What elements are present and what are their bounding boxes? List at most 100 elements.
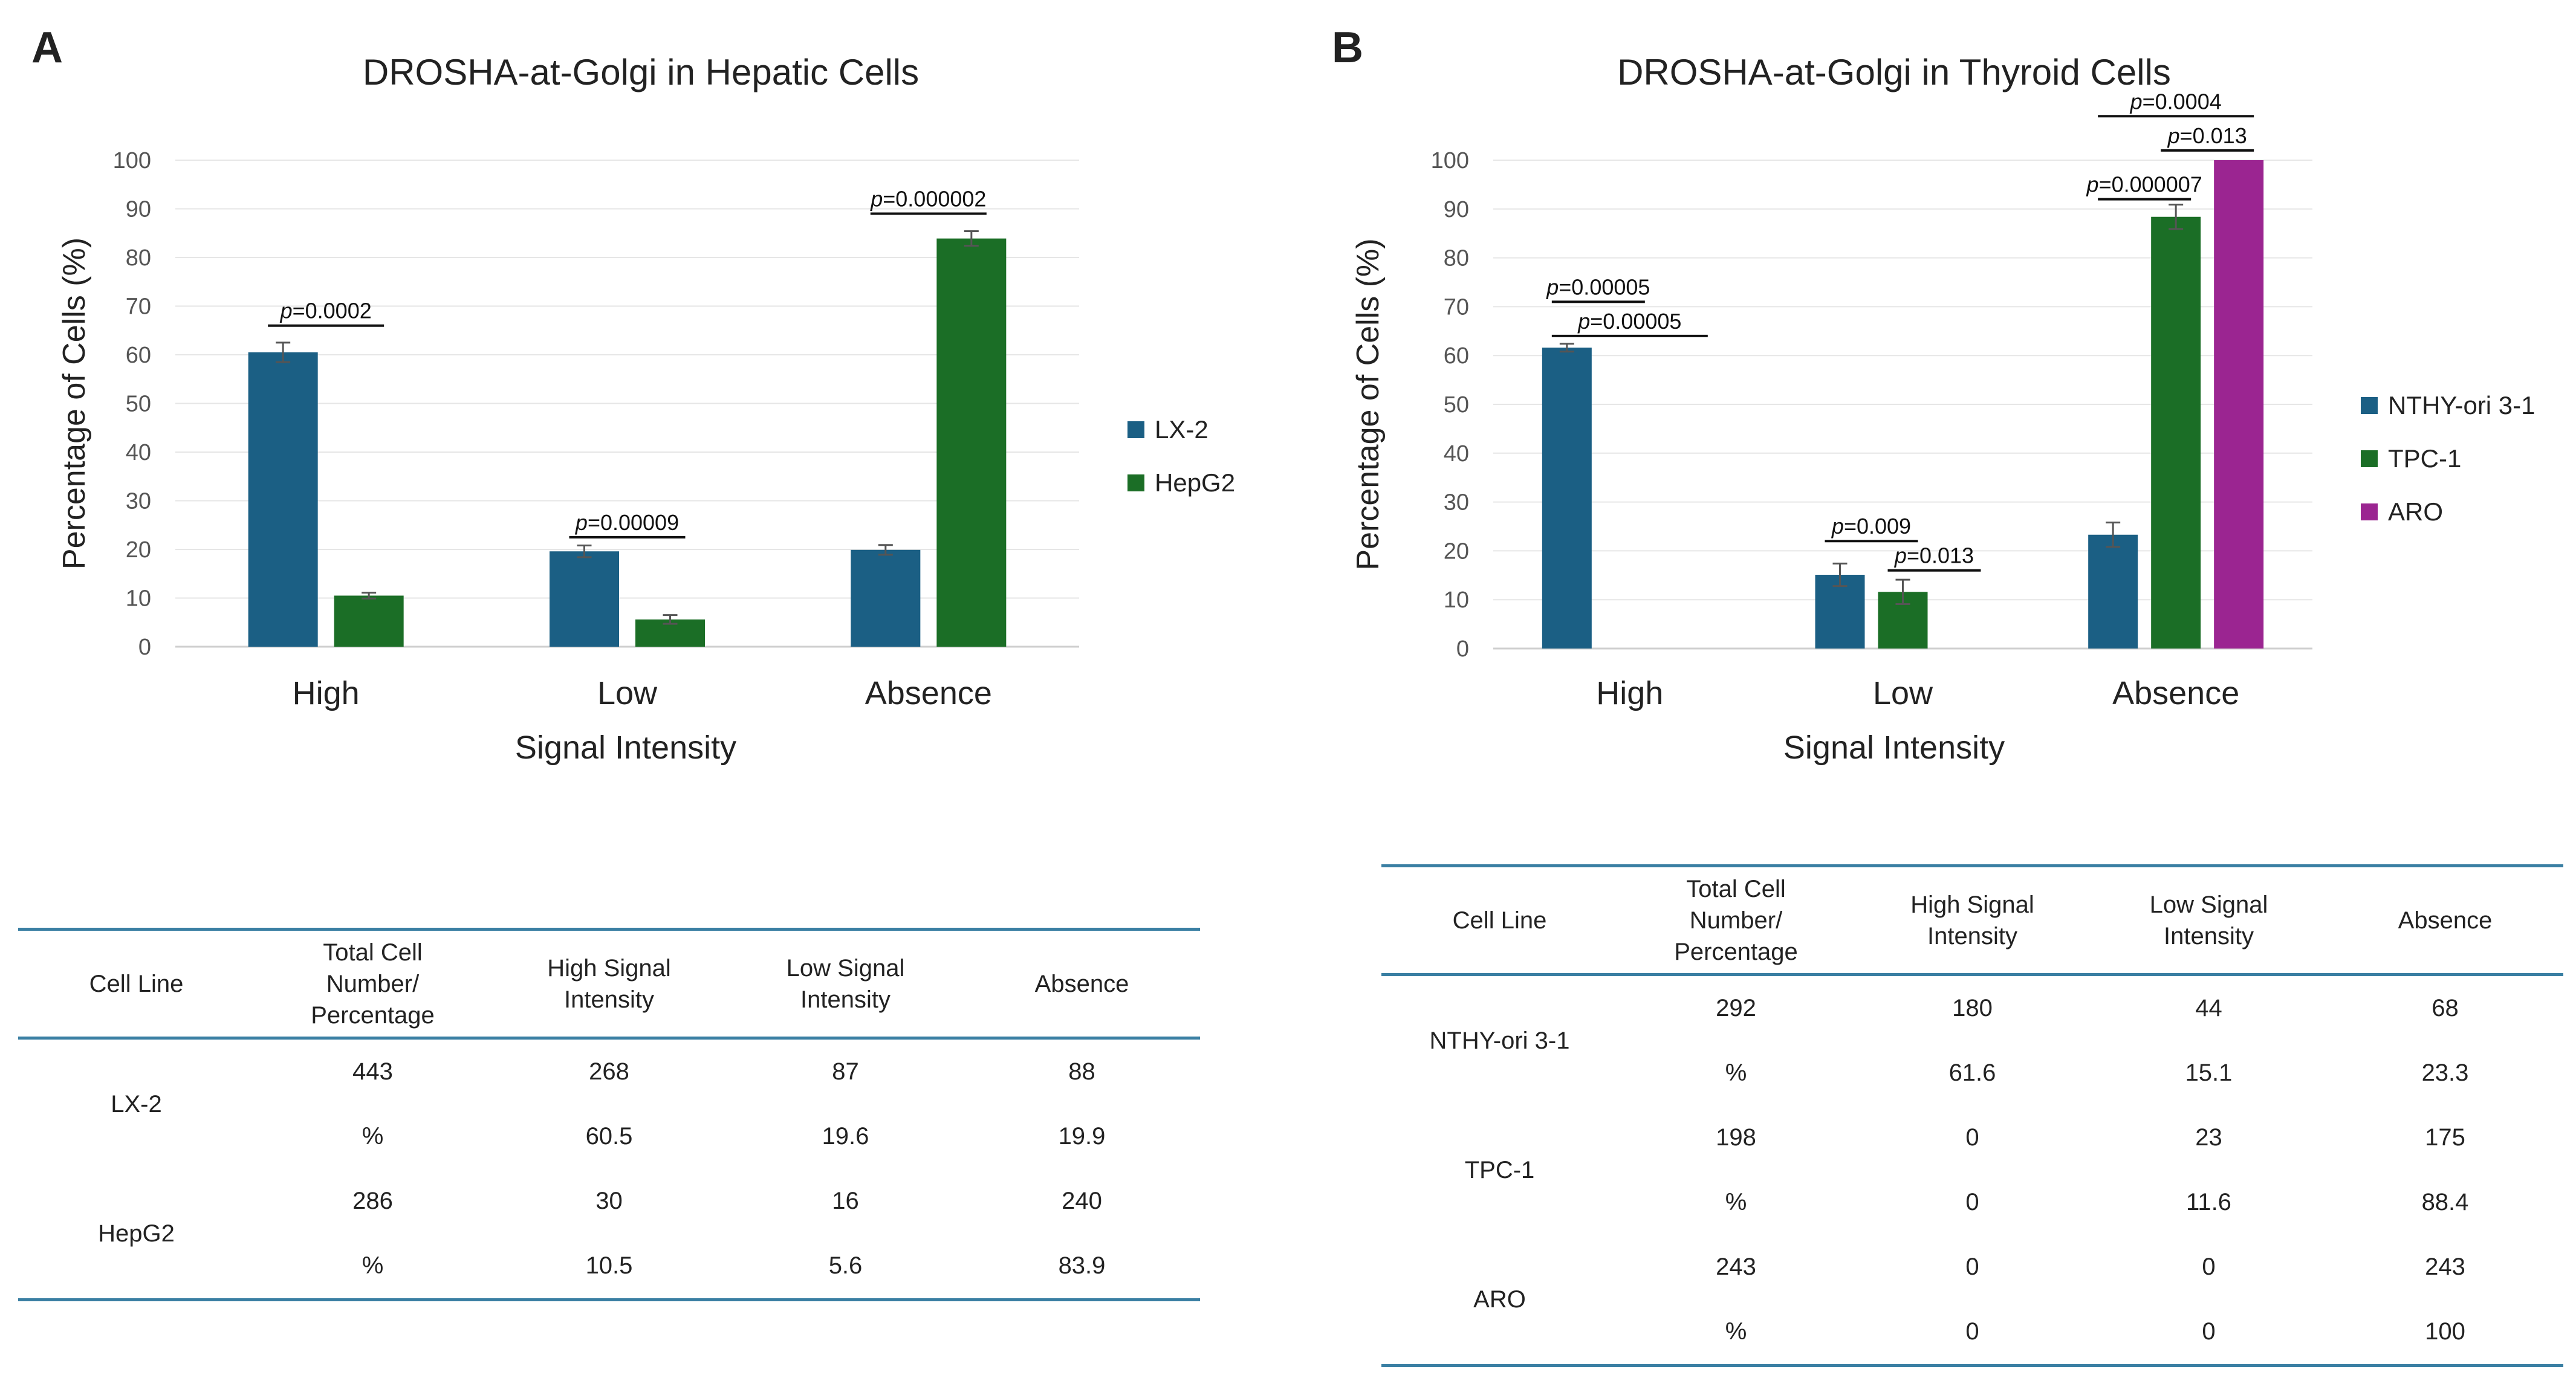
p-value-label: p=0.0002 (280, 299, 372, 323)
x-tick-label: High (293, 675, 360, 711)
legend-label: LX-2 (1155, 415, 1209, 444)
cell-absence: 175 (2425, 1124, 2465, 1151)
col-header-low: Low Signal Intensity (786, 954, 905, 1013)
cell-high: 10.5 (585, 1252, 633, 1279)
cell-high: 0 (1965, 1318, 1979, 1345)
error-bar (2169, 204, 2184, 230)
cell-total: % (1725, 1060, 1747, 1086)
table-row: % 0 0 100 (1381, 1299, 2563, 1366)
cell-low: 16 (832, 1188, 859, 1214)
y-axis-label: Percentage of Cells (%) (57, 238, 92, 569)
col-header-absence: Absence (2398, 907, 2493, 934)
bar-hepg2 (334, 595, 404, 647)
col-header-high: High Signal Intensity (547, 954, 671, 1013)
cell-total: % (1725, 1189, 1747, 1215)
error-bar (1832, 562, 1848, 587)
cell-high: 61.6 (1948, 1060, 1996, 1086)
y-tick-label: 20 (1444, 539, 1469, 564)
chart-title: DROSHA-at-Golgi in Thyroid Cells (1617, 52, 2171, 92)
row-cell-line: LX-2 (111, 1090, 162, 1118)
y-tick-label: 60 (1444, 343, 1469, 369)
table-row: % 60.5 19.6 19.9 (18, 1104, 1200, 1169)
col-header-cell-line: Cell Line (89, 970, 184, 997)
table-row: % 61.6 15.1 23.3 (1381, 1041, 2563, 1105)
y-tick-label: 100 (1431, 148, 1469, 173)
cell-low: 15.1 (2185, 1060, 2233, 1086)
table-header-row: Cell Line Total Cell Number/ Percentage … (18, 929, 1200, 1038)
y-tick-label: 80 (126, 245, 151, 271)
thyroid-chart: DROSHA-at-Golgi in Thyroid Cells 0 10 20 30 4… (1351, 52, 2535, 766)
cell-total: 292 (1716, 995, 1756, 1021)
hepatic-chart: DROSHA-at-Golgi in Hepatic Cells 0 10 20 30 4… (57, 52, 1235, 766)
table-row: LX-2 443 268 87 88 (18, 1038, 1200, 1118)
thyroid-counts-table: Cell Line Total Cell Number/ Percentage … (1381, 864, 2563, 1367)
cell-absence: 100 (2425, 1318, 2465, 1345)
col-header-high: High Signal Intensity (1910, 891, 2034, 950)
error-bar (276, 341, 291, 363)
x-tick-label: Low (1873, 675, 1933, 711)
bar-hepg2 (936, 238, 1007, 647)
bar-nthy-ori-3-1 (1542, 348, 1592, 649)
y-tick-label: 90 (1444, 197, 1469, 222)
error-bar (2106, 522, 2121, 548)
table-row: ARO 243 0 0 243 (1381, 1235, 2563, 1313)
p-value-label: p=0.00005 (1577, 309, 1681, 334)
bar-lx-2 (248, 352, 318, 647)
col-header-absence: Absence (1034, 970, 1129, 997)
cell-absence: 68 (2432, 995, 2459, 1021)
legend-label: NTHY-ori 3-1 (2388, 391, 2535, 419)
y-tick-label: 70 (1444, 294, 1469, 320)
cell-low: 0 (2202, 1254, 2216, 1280)
col-header-total: Total Cell Number/ Percentage (311, 939, 435, 1029)
p-value-label: p=0.00005 (1546, 274, 1650, 299)
y-tick-label: 0 (1456, 636, 1469, 662)
y-tick-label: 70 (126, 294, 151, 320)
x-tick-label: Low (597, 675, 658, 711)
cell-high: 180 (1952, 995, 1993, 1021)
cell-absence: 19.9 (1058, 1123, 1106, 1150)
hepatic-counts-table: Cell Line Total Cell Number/ Percentage … (18, 928, 1200, 1301)
legend-label: ARO (2388, 497, 2443, 526)
p-value-label: p=0.0004 (2130, 89, 2222, 114)
x-tick-label: Absence (2112, 675, 2239, 711)
p-value-label: p=0.00009 (575, 510, 679, 535)
cell-total: 443 (352, 1058, 393, 1085)
row-cell-line: NTHY-ori 3-1 (1429, 1027, 1570, 1054)
col-header-cell-line: Cell Line (1452, 907, 1547, 934)
p-value-label: p=0.000007 (2086, 172, 2202, 197)
error-bar (362, 592, 377, 600)
cell-low: 44 (2195, 995, 2222, 1021)
error-bar (878, 544, 893, 556)
bar-nthy-ori-3-1 (2088, 534, 2138, 649)
error-bar (1559, 343, 1574, 353)
error-bar (663, 614, 678, 625)
legend-label: TPC-1 (2388, 444, 2461, 473)
cell-high: 30 (595, 1188, 623, 1214)
y-tick-label: 100 (113, 148, 151, 173)
legend-swatch (2361, 397, 2378, 414)
table-row: NTHY-ori 3-1 292 180 44 68 (1381, 975, 2563, 1054)
cell-high: 0 (1965, 1124, 1979, 1151)
p-value-label: p=0.009 (1831, 514, 1911, 539)
table-row: TPC-1 198 0 23 175 (1381, 1105, 2563, 1183)
x-tick-label: Absence (865, 675, 992, 711)
y-tick-label: 10 (126, 586, 151, 612)
y-tick-label: 20 (126, 537, 151, 563)
y-tick-label: 60 (126, 343, 151, 368)
bar-lx-2 (550, 551, 619, 647)
y-tick-label: 80 (1444, 246, 1469, 271)
bar-tpc-1 (2151, 216, 2201, 649)
cell-high: 0 (1965, 1189, 1979, 1215)
row-cell-line: HepG2 (98, 1220, 175, 1247)
error-bar (577, 545, 592, 558)
cell-absence: 83.9 (1058, 1252, 1106, 1279)
p-value-label: p=0.013 (2167, 123, 2247, 148)
x-axis-label: Signal Intensity (515, 730, 736, 766)
cell-low: 11.6 (2186, 1189, 2231, 1215)
panel-a-letter: A (31, 24, 63, 72)
cell-low: 19.6 (822, 1123, 869, 1150)
cell-low: 87 (832, 1058, 859, 1085)
cell-low: 5.6 (828, 1252, 863, 1279)
cell-absence: 88 (1068, 1058, 1095, 1085)
y-tick-label: 30 (1444, 490, 1469, 516)
